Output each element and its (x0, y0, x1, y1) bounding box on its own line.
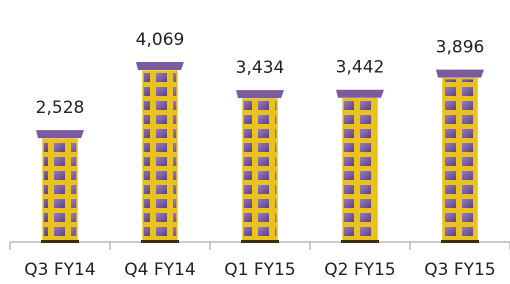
x-tick-label: Q1 FY15 (224, 260, 295, 280)
value-label: 3,896 (436, 38, 485, 58)
bar-base (441, 240, 479, 243)
bar-roof (236, 90, 284, 98)
x-tick-label: Q2 FY15 (324, 260, 395, 280)
x-tick-label: Q3 FY15 (424, 260, 495, 280)
bar (343, 99, 377, 242)
bar (43, 139, 77, 242)
bar-base (141, 240, 179, 243)
bar (143, 71, 177, 242)
value-label: 2,528 (36, 98, 85, 118)
bar (443, 79, 477, 242)
value-label: 3,442 (336, 58, 385, 78)
bar-roof (436, 70, 484, 78)
bar-roof (336, 90, 384, 98)
bar-base (41, 240, 79, 243)
bar-roof (36, 130, 84, 138)
x-tick-label: Q3 FY14 (24, 260, 95, 280)
x-tick-label: Q4 FY14 (124, 260, 195, 280)
bar (243, 99, 277, 242)
value-label: 3,434 (236, 58, 285, 78)
bar-roof (136, 62, 184, 70)
chart: Q3 FY14 2,528 Q4 FY14 4,069 Q1 FY15 3,434 Q2 F… (0, 0, 510, 284)
bar-base (341, 240, 379, 243)
value-label: 4,069 (136, 30, 185, 50)
bar-base (241, 240, 279, 243)
